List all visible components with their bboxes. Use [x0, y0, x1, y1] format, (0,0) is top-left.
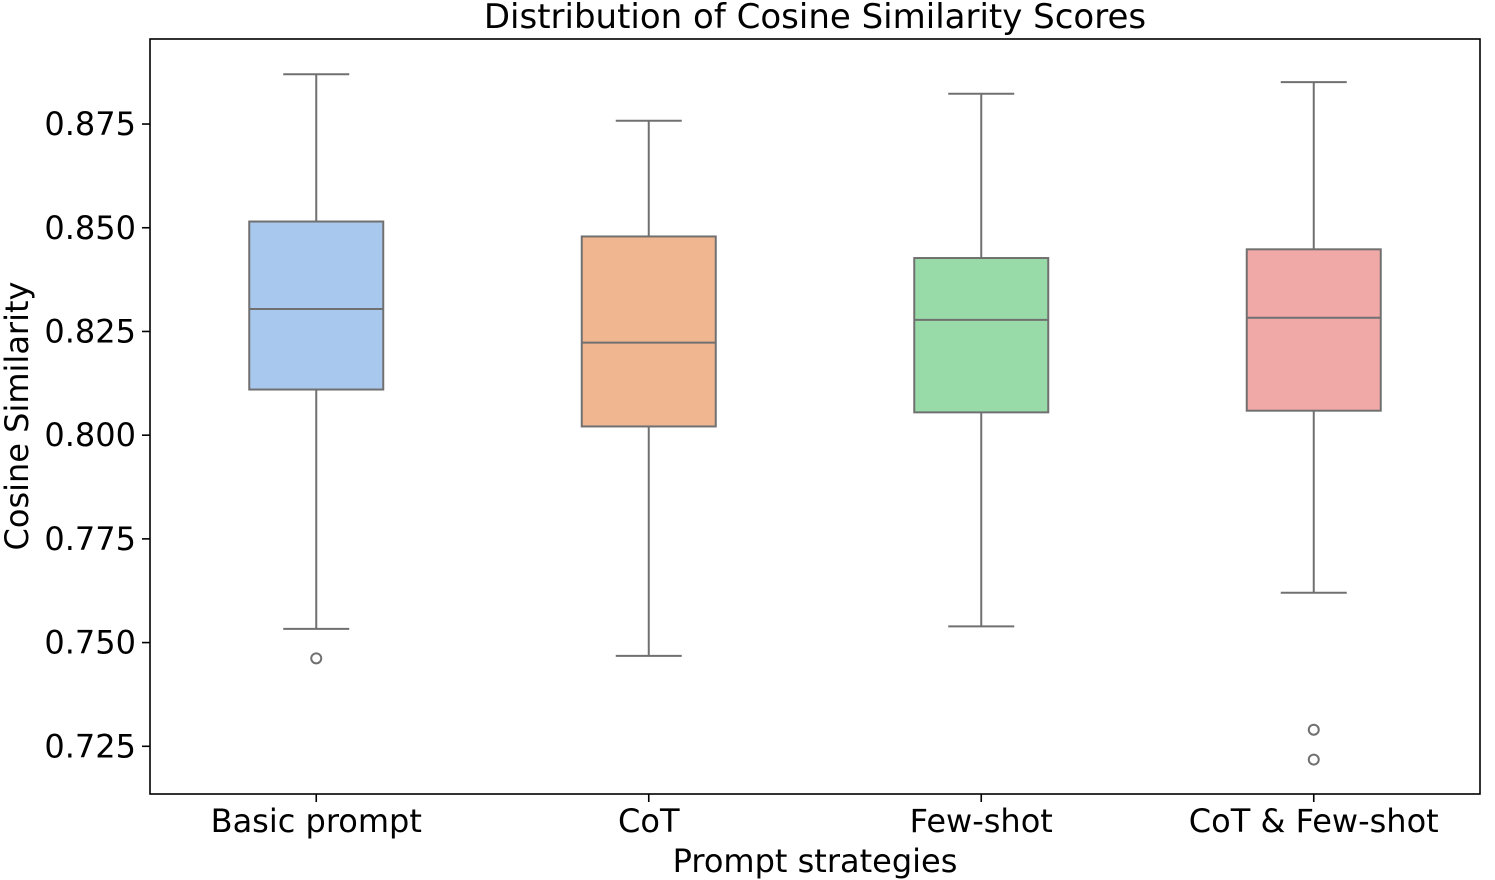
x-tick-label: CoT & Few-shot: [1189, 802, 1439, 840]
outlier-point: [1307, 723, 1320, 736]
iqr-box: [248, 220, 385, 391]
outlier-point: [310, 652, 323, 665]
plot-frame: [149, 38, 1481, 795]
box-group: [248, 73, 385, 665]
box-group: [913, 92, 1050, 628]
x-tick-label: Few-shot: [910, 802, 1053, 840]
y-axis-label: Cosine Similarity: [0, 282, 36, 551]
y-tick-label: 0.875: [44, 105, 136, 143]
y-axis: 0.725 0.750 0.775 0.800 0.825 0.850 0.875: [44, 105, 150, 765]
outlier-point: [1307, 753, 1320, 766]
y-tick-label: 0.775: [44, 520, 136, 558]
y-tick-label: 0.850: [44, 209, 136, 247]
chart-title: Distribution of Cosine Similarity Scores: [484, 0, 1146, 37]
x-axis: Basic prompt CoT Few-shot CoT & Few-shot: [211, 794, 1439, 840]
y-tick-label: 0.750: [44, 624, 136, 662]
box-group: [1245, 81, 1382, 766]
iqr-box: [1245, 248, 1382, 412]
x-tick-label: CoT: [618, 802, 680, 840]
y-tick-label: 0.825: [44, 312, 136, 350]
iqr-box: [580, 235, 717, 428]
x-axis-label: Prompt strategies: [673, 842, 958, 880]
y-tick-label: 0.725: [44, 727, 136, 765]
x-tick-label: Basic prompt: [211, 802, 422, 840]
iqr-box: [913, 257, 1050, 414]
plot-area: [248, 73, 1382, 766]
y-tick-label: 0.800: [44, 416, 136, 454]
box-group: [580, 119, 717, 657]
